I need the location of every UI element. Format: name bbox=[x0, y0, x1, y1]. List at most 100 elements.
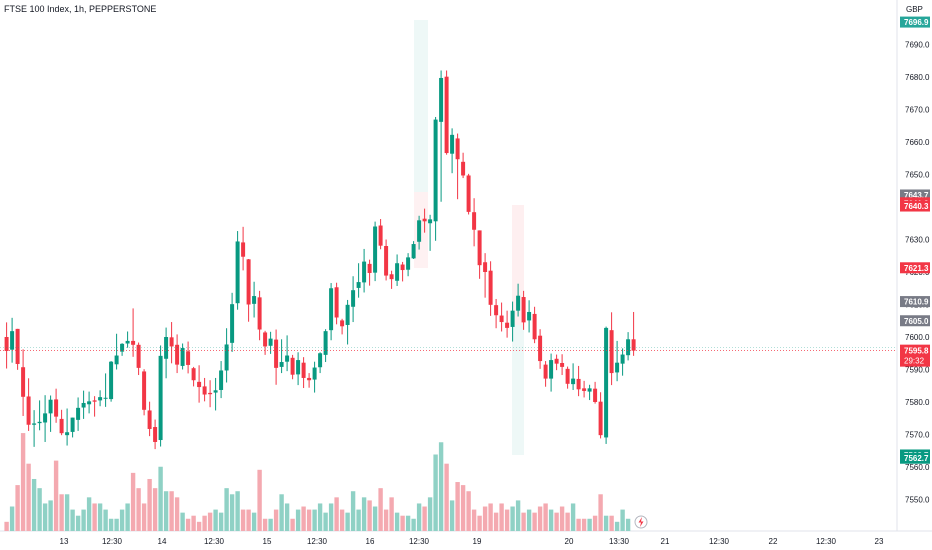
svg-text:7605.0: 7605.0 bbox=[904, 317, 929, 326]
volume-bar bbox=[576, 518, 581, 531]
candle bbox=[153, 419, 158, 450]
candle bbox=[235, 231, 240, 310]
candle bbox=[92, 396, 97, 417]
candle bbox=[516, 283, 521, 317]
candle bbox=[32, 410, 37, 447]
candle bbox=[527, 300, 532, 333]
candle bbox=[626, 332, 631, 361]
candle bbox=[197, 365, 202, 403]
volume-bar bbox=[383, 509, 389, 531]
volume-bar bbox=[9, 506, 15, 531]
y-tick-label: 7600.0 bbox=[905, 333, 930, 342]
x-tick-label: 16 bbox=[366, 537, 375, 546]
volume-bar bbox=[257, 469, 262, 531]
volume-bar bbox=[81, 509, 86, 531]
svg-text:7643.7: 7643.7 bbox=[904, 191, 929, 200]
volume-bar bbox=[400, 515, 405, 531]
candle bbox=[54, 388, 59, 423]
candle bbox=[433, 116, 438, 241]
volume-bar bbox=[592, 515, 598, 531]
y-tick-label: 7630.0 bbox=[905, 236, 930, 245]
volume-bar bbox=[169, 491, 174, 531]
candle bbox=[576, 365, 581, 397]
candle bbox=[98, 390, 103, 407]
volume-bar bbox=[290, 518, 295, 531]
candle bbox=[367, 259, 372, 286]
volume-bar bbox=[75, 515, 81, 531]
x-tick-label: 12:30 bbox=[102, 537, 123, 546]
volume-bar bbox=[411, 518, 416, 531]
volume-bar bbox=[268, 518, 273, 531]
volume-bar bbox=[246, 509, 251, 531]
highlight-region-up bbox=[414, 20, 428, 192]
candle bbox=[76, 397, 81, 431]
candle bbox=[389, 270, 394, 289]
candle bbox=[340, 318, 345, 335]
volume-bar bbox=[213, 509, 218, 531]
volume-bar bbox=[4, 521, 9, 531]
volume-bar bbox=[174, 497, 180, 531]
volume-bar bbox=[64, 494, 70, 531]
volume-bar bbox=[152, 488, 158, 531]
volume-bar bbox=[284, 503, 290, 531]
volume-bar bbox=[449, 500, 455, 531]
volume-bar bbox=[433, 454, 438, 531]
volume-bar bbox=[37, 488, 42, 531]
x-tick-label: 12:30 bbox=[816, 537, 837, 546]
svg-text:7562.7: 7562.7 bbox=[904, 454, 929, 463]
x-tick-label: 15 bbox=[263, 537, 272, 546]
y-tick-label: 7650.0 bbox=[905, 171, 930, 180]
volume-bar bbox=[86, 497, 92, 531]
candle bbox=[65, 408, 70, 446]
candle bbox=[461, 152, 466, 179]
volume-bar bbox=[427, 497, 433, 531]
candle bbox=[26, 378, 31, 431]
candle bbox=[323, 329, 328, 363]
x-tick-label: 12:30 bbox=[307, 537, 328, 546]
candle bbox=[400, 261, 405, 282]
volume-bar bbox=[416, 503, 422, 531]
svg-text:7640.3: 7640.3 bbox=[904, 202, 929, 211]
candle bbox=[59, 409, 64, 436]
candle bbox=[411, 241, 416, 259]
volume-bar bbox=[218, 512, 224, 531]
volume-bar bbox=[515, 500, 521, 531]
candle bbox=[186, 341, 191, 374]
volume-bar bbox=[460, 485, 466, 531]
candle bbox=[125, 331, 130, 348]
volume-bar bbox=[119, 509, 125, 531]
volume-bar bbox=[301, 506, 306, 531]
x-tick-label: 12:30 bbox=[709, 537, 730, 546]
last-price-badge: 7595.829:32 bbox=[900, 344, 930, 367]
volume-bar bbox=[31, 478, 37, 531]
price-badge: 7696.9 bbox=[900, 16, 930, 28]
x-tick-label: 19 bbox=[473, 537, 482, 546]
volume-bar bbox=[477, 515, 482, 531]
candle bbox=[208, 380, 213, 408]
y-tick-label: 7590.0 bbox=[905, 366, 930, 375]
lightning-icon[interactable] bbox=[634, 515, 648, 529]
y-tick-label: 7680.0 bbox=[905, 73, 930, 82]
volume-bar bbox=[614, 521, 620, 531]
price-badge: 7643.7 bbox=[900, 189, 930, 201]
volume-bar bbox=[70, 509, 75, 531]
volume-bar bbox=[147, 478, 152, 531]
candle bbox=[422, 208, 427, 233]
volume-bar bbox=[273, 509, 279, 531]
candle bbox=[483, 253, 488, 298]
candle bbox=[466, 173, 471, 215]
volume-bar bbox=[570, 503, 576, 531]
candle bbox=[175, 334, 180, 374]
candle bbox=[565, 366, 570, 389]
volume-bar bbox=[97, 503, 103, 531]
y-tick-label: 7670.0 bbox=[905, 106, 930, 115]
volume-bar bbox=[367, 500, 372, 531]
candle bbox=[285, 335, 290, 372]
svg-text:7610.9: 7610.9 bbox=[904, 298, 929, 307]
candle bbox=[472, 198, 477, 247]
volume-bar bbox=[609, 515, 614, 531]
candle bbox=[378, 219, 383, 250]
candle bbox=[81, 390, 86, 419]
